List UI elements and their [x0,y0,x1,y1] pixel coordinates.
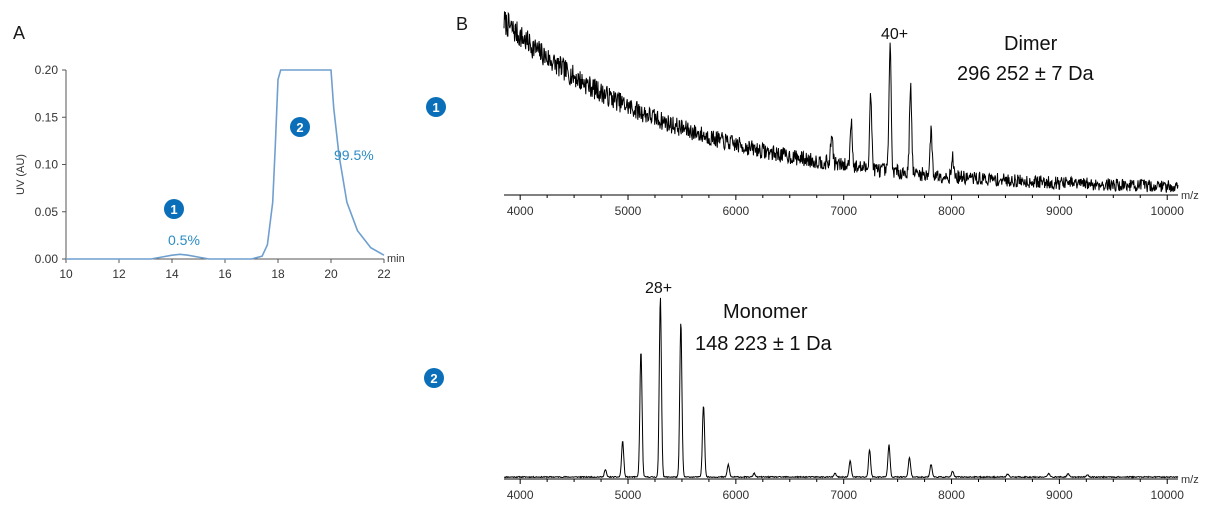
dimer-row-badge: 1 [426,97,446,117]
dimer-species-label: Dimer [1004,33,1058,55]
chromatogram-chart: UV (AU) min 10 12 14 16 18 20 22 0.000.050.100… [15,63,405,281]
peak1-badge-circle [164,199,184,219]
chromatogram-x-tick-label: 22 [377,267,391,281]
spectrum-x-tick-label: 9000 [1046,204,1073,218]
chromatogram-x-tick-label: 14 [165,267,179,281]
spectrum-x-tick-label: 4000 [507,488,534,502]
dimer-row-badge-number: 1 [432,100,439,115]
peak2-badge: 2 [290,117,310,137]
dimer-ms-trace [503,11,1179,193]
spectrum-x-tick-label: 10000 [1151,204,1185,218]
chromatogram-x-tick-label: 16 [218,267,232,281]
chromatogram-x-ticks: 10 12 14 16 18 20 22 [59,259,391,281]
spectrum-x-tick-label: 5000 [615,488,642,502]
peak2-percent-label: 99.5% [334,147,374,163]
monomer-row-badge-number: 2 [430,371,437,386]
chromatogram-y-axis-label: UV (AU) [15,154,27,195]
spectrum-x-tick-label: 4000 [507,204,534,218]
uv-trace [66,69,385,260]
peak1-badge-number: 1 [170,202,177,217]
dimer-charge-state: 40+ [881,26,908,43]
chromatogram-y-tick-label: 0.00 [35,252,59,266]
chromatogram-x-axis-label: min [387,253,405,265]
dimer-spectrum-chart: 4000 5000 6000 7000 8000 9000 10000 m/z 40+ Di… [503,11,1199,218]
monomer-charge-state: 28+ [645,280,672,297]
chromatogram-y-ticks: 0.00 0.05 0.10 0.15 0.20 [35,63,66,266]
monomer-mass-label: 148 223 ± 1 Da [695,333,833,355]
panel-label-b: B [456,14,468,34]
spectrum-x-tick-label: 8000 [938,204,965,218]
chromatogram-y-tick-label: 0.05 [35,205,59,219]
spectrum-x-tick-label: 6000 [723,204,750,218]
chromatogram-y-tick-label: 0.20 [35,63,59,77]
spectrum-x-tick-label: 7000 [830,488,857,502]
chromatogram-y-tick-label: 0.10 [35,158,59,172]
dimer-mass-label: 296 252 ± 7 Da [957,63,1095,85]
chromatogram-x-tick-label: 10 [59,267,73,281]
monomer-row-badge-circle [424,368,444,388]
spectrum-x-tick-label: 10000 [1151,488,1185,502]
spectrum-x-tick-label: 7000 [830,204,857,218]
chromatogram-x-tick-label: 12 [112,267,126,281]
dimer-x-axis-label: m/z [1181,190,1199,202]
spectrum-x-tick-label: 9000 [1046,488,1073,502]
dimer-x-ticks: 4000 5000 6000 7000 8000 9000 10000 [507,195,1184,218]
monomer-species-label: Monomer [723,301,808,323]
dimer-row-badge-circle [426,97,446,117]
monomer-x-axis-label: m/z [1181,474,1199,486]
peak2-badge-circle [290,117,310,137]
spectrum-x-tick-label: 5000 [615,204,642,218]
chromatogram-x-tick-label: 18 [271,267,285,281]
chromatogram-y-tick-label: 0.15 [35,110,59,124]
chromatogram-x-tick-label: 20 [324,267,338,281]
spectrum-x-tick-label: 8000 [938,488,965,502]
monomer-row-badge: 2 [424,368,444,388]
peak2-badge-number: 2 [296,120,303,135]
peak1-percent-label: 0.5% [168,232,200,248]
monomer-spectrum-chart: 4000 5000 6000 7000 8000 9000 10000 m/z 28+ Mo… [503,280,1199,502]
peak1-badge: 1 [164,199,184,219]
monomer-x-ticks: 4000 5000 6000 7000 8000 9000 10000 [507,479,1184,502]
panel-label-a: A [13,23,25,43]
spectrum-x-tick-label: 6000 [723,488,750,502]
monomer-ms-trace [503,297,1179,479]
